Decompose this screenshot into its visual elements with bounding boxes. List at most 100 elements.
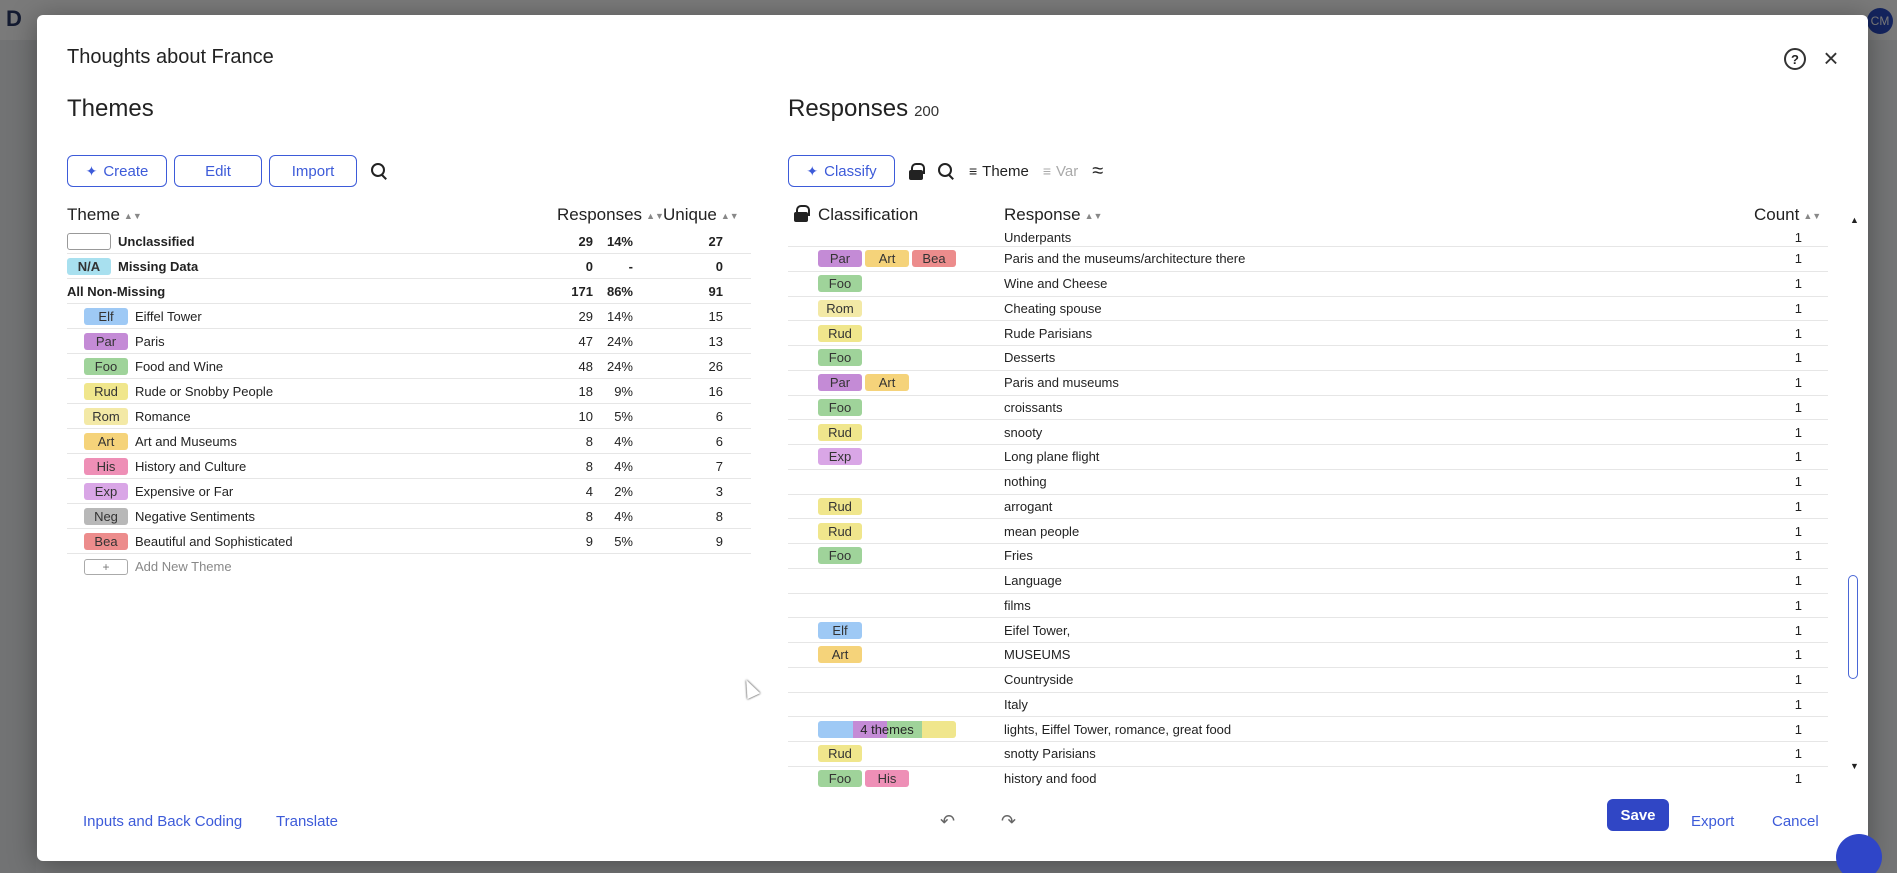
theme-chip[interactable]: Elf	[818, 621, 862, 639]
theme-row[interactable]: Par Paris 47 24% 13	[67, 329, 751, 354]
theme-chip[interactable]: Foo	[818, 398, 862, 416]
response-row[interactable]: Par Art Paris and museums 1	[788, 371, 1828, 396]
classify-button[interactable]: ✦ Classify	[788, 155, 895, 187]
var-filter-button[interactable]: ≡ Var	[1043, 163, 1078, 180]
theme-chip[interactable]: Rud	[818, 745, 862, 763]
theme-row[interactable]: N/A Missing Data 0 - 0	[67, 254, 751, 279]
theme-chip[interactable]: Foo	[818, 770, 862, 788]
theme-row[interactable]: Rud Rude or Snobby People 18 9% 16	[67, 379, 751, 404]
response-row[interactable]: Par Art Bea Paris and the museums/architect…	[788, 247, 1828, 272]
plus-icon[interactable]: +	[84, 558, 128, 575]
create-button[interactable]: ✦ Create	[67, 155, 167, 187]
response-row[interactable]: 4 themes lights, Eiffel Tower, romance, g…	[788, 717, 1828, 742]
response-count: 1	[1794, 230, 1802, 245]
response-row[interactable]: Rud arrogant 1	[788, 495, 1828, 520]
theme-chip[interactable]: Rud	[818, 522, 862, 540]
save-button[interactable]: Save	[1607, 799, 1669, 831]
help-icon[interactable]: ?	[1784, 48, 1806, 70]
response-row[interactable]: Foo croissants 1	[788, 396, 1828, 421]
response-row[interactable]: Foo Fries 1	[788, 544, 1828, 569]
theme-chip[interactable]: Rud	[818, 423, 862, 441]
theme-chip[interactable]: Foo	[818, 275, 862, 293]
response-row[interactable]: nothing 1	[788, 470, 1828, 495]
theme-chip[interactable]: Exp	[818, 448, 862, 466]
theme-chip[interactable]: Art	[865, 250, 909, 268]
theme-chip[interactable]: Art	[818, 646, 862, 664]
response-row[interactable]: Rud Rude Parisians 1	[788, 321, 1828, 346]
theme-row[interactable]: Foo Food and Wine 48 24% 26	[67, 354, 751, 379]
response-text: mean people	[1004, 523, 1080, 539]
search-icon[interactable]	[937, 162, 955, 180]
theme-response-count: 4	[585, 483, 593, 499]
response-row[interactable]: Rud snotty Parisians 1	[788, 742, 1828, 767]
theme-row[interactable]: Exp Expensive or Far 4 2% 3	[67, 479, 751, 504]
theme-row[interactable]: Unclassified 29 14% 27	[67, 229, 751, 254]
theme-row[interactable]: Elf Eiffel Tower 29 14% 15	[67, 304, 751, 329]
response-row[interactable]: Underpants 1	[788, 229, 1828, 247]
search-icon[interactable]	[370, 162, 388, 180]
response-row[interactable]: Art MUSEUMS 1	[788, 643, 1828, 668]
undo-icon[interactable]: ↶	[940, 811, 956, 831]
import-button[interactable]: Import	[269, 155, 357, 187]
response-row[interactable]: Elf Eifel Tower, 1	[788, 618, 1828, 643]
responses-column-header[interactable]: Responses ▲▼	[557, 205, 664, 224]
scroll-up-icon[interactable]: ▲	[1850, 215, 1859, 225]
lock-icon[interactable]	[794, 205, 810, 222]
response-column-header[interactable]: Response ▲▼	[1004, 205, 1103, 224]
response-row[interactable]: Exp Long plane flight 1	[788, 445, 1828, 470]
theme-chip[interactable]: Art	[865, 374, 909, 392]
scroll-down-icon[interactable]: ▼	[1850, 761, 1859, 771]
theme-chip[interactable]: Foo	[818, 547, 862, 565]
response-count: 1	[1794, 696, 1802, 712]
chat-support-button[interactable]	[1836, 834, 1882, 873]
theme-row[interactable]: Art Art and Museums 8 4% 6	[67, 429, 751, 454]
response-row[interactable]: films 1	[788, 594, 1828, 619]
response-row[interactable]: Rud snooty 1	[788, 420, 1828, 445]
response-text: Language	[1004, 573, 1062, 589]
inputs-back-coding-link[interactable]: Inputs and Back Coding	[83, 813, 243, 830]
multi-theme-chip[interactable]	[818, 720, 956, 738]
scrollbar-thumb[interactable]	[1848, 575, 1858, 679]
response-row[interactable]: Foo Wine and Cheese 1	[788, 272, 1828, 297]
cancel-link[interactable]: Cancel	[1772, 813, 1819, 830]
classification-column-header[interactable]: Classification	[818, 205, 919, 224]
response-row[interactable]: Rom Cheating spouse 1	[788, 297, 1828, 322]
response-row[interactable]: Language 1	[788, 569, 1828, 594]
close-icon[interactable]: ×	[1823, 43, 1839, 73]
response-row[interactable]: Countryside 1	[788, 668, 1828, 693]
theme-chip[interactable]: Bea	[912, 250, 956, 268]
theme-name: Negative Sentiments	[135, 508, 255, 524]
response-text: history and food	[1004, 771, 1097, 787]
fuzzy-match-icon[interactable]: ≈	[1092, 159, 1104, 182]
theme-row[interactable]: Rom Romance 10 5% 6	[67, 404, 751, 429]
responses-scrollbar[interactable]: ▲ ▼	[1850, 215, 1860, 775]
theme-row[interactable]: Neg Negative Sentiments 8 4% 8	[67, 504, 751, 529]
response-row[interactable]: Foo His history and food 1	[788, 767, 1828, 789]
theme-row[interactable]: His History and Culture 8 4% 7	[67, 454, 751, 479]
theme-row[interactable]: All Non-Missing 171 86% 91	[67, 279, 751, 304]
add-new-theme-row[interactable]: + Add New Theme	[67, 554, 751, 579]
theme-chip[interactable]: His	[865, 770, 909, 788]
export-link[interactable]: Export	[1691, 813, 1735, 830]
theme-chip[interactable]: Rom	[818, 299, 862, 317]
count-column-header[interactable]: Count ▲▼	[1754, 205, 1822, 224]
theme-chip[interactable]: Rud	[818, 324, 862, 342]
response-count: 1	[1794, 746, 1802, 762]
redo-icon[interactable]: ↷	[1001, 811, 1017, 831]
response-row[interactable]: Italy 1	[788, 693, 1828, 718]
theme-chip[interactable]: Par	[818, 374, 862, 392]
edit-button[interactable]: Edit	[174, 155, 262, 187]
response-row[interactable]: Foo Desserts 1	[788, 346, 1828, 371]
theme-filter-button[interactable]: ≡ Theme	[969, 163, 1029, 180]
theme-chip[interactable]: Foo	[818, 349, 862, 367]
theme-chip[interactable]: Rud	[818, 497, 862, 515]
unique-column-header[interactable]: Unique ▲▼	[663, 205, 739, 224]
response-text: Cheating spouse	[1004, 300, 1102, 316]
theme-chip[interactable]: Par	[818, 250, 862, 268]
response-row[interactable]: Rud mean people 1	[788, 519, 1828, 544]
translate-link[interactable]: Translate	[276, 813, 338, 830]
theme-column-header[interactable]: Theme ▲▼	[67, 205, 142, 224]
theme-row[interactable]: Bea Beautiful and Sophisticated 9 5% 9	[67, 529, 751, 554]
lock-icon[interactable]	[909, 162, 925, 180]
theme-unique-count: 7	[715, 458, 723, 474]
